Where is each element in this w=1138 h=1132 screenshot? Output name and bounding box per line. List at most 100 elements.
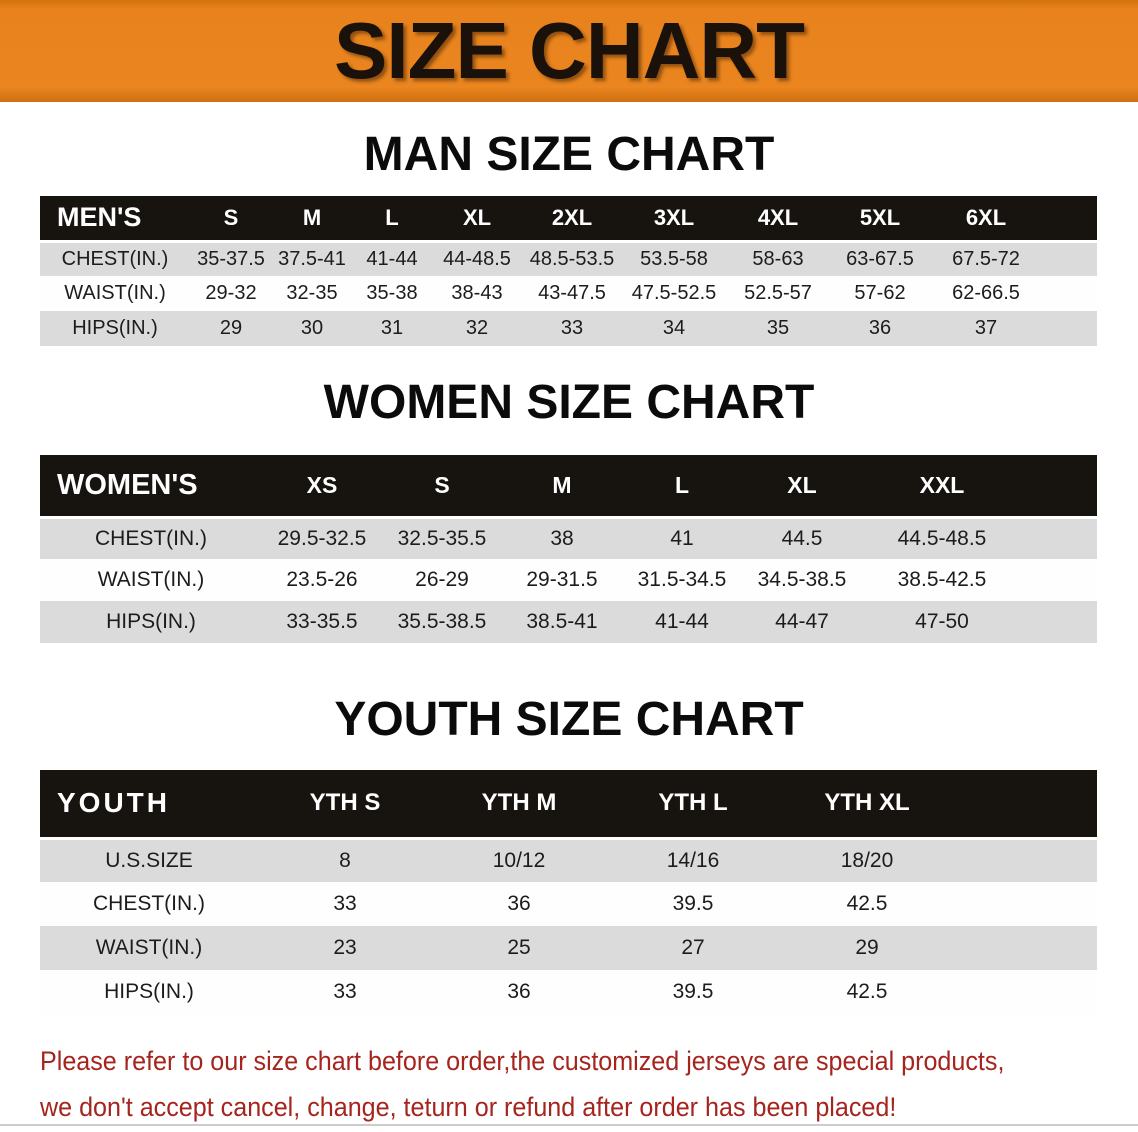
column-header: WOMEN'S	[40, 455, 262, 519]
youth-ussize-row: U.S.SIZE 8 10/12 14/16 18/20	[40, 838, 1097, 882]
table-cell: 48.5-53.5	[522, 241, 622, 276]
table-cell: 30	[272, 311, 352, 346]
table-cell: 29	[190, 311, 272, 346]
table-cell: 42.5	[780, 970, 954, 1014]
column-header: 2XL	[522, 196, 622, 243]
table-cell: 34	[622, 311, 726, 346]
table-cell: 44.5	[742, 517, 862, 559]
column-header: XS	[262, 455, 382, 519]
column-header: MEN'S	[40, 196, 190, 243]
column-header: YTH XL	[780, 770, 954, 840]
table-cell: 29-32	[190, 276, 272, 311]
table-cell: 33	[522, 311, 622, 346]
table-cell: 29-31.5	[502, 559, 622, 601]
youth-chest-row: CHEST(IN.) 33 36 39.5 42.5	[40, 882, 1097, 926]
row-label: HIPS(IN.)	[40, 970, 258, 1014]
column-header: XL	[432, 196, 522, 243]
table-cell: 10/12	[432, 838, 606, 882]
men-size-table: MEN'S S M L XL 2XL 3XL 4XL 5XL 6XL CHEST…	[40, 196, 1097, 346]
table-cell: 53.5-58	[622, 241, 726, 276]
men-hips-row: HIPS(IN.) 29 30 31 32 33 34 35 36 37	[40, 311, 1097, 346]
column-header-empty	[954, 770, 1097, 840]
table-cell: 67.5-72	[930, 241, 1042, 276]
table-cell: 52.5-57	[726, 276, 830, 311]
table-cell: 62-66.5	[930, 276, 1042, 311]
table-cell-empty	[1042, 276, 1097, 311]
size-chart-banner: SIZE CHART	[0, 0, 1138, 102]
women-waist-row: WAIST(IN.) 23.5-26 26-29 29-31.5 31.5-34…	[40, 559, 1097, 601]
table-cell: 32.5-35.5	[382, 517, 502, 559]
table-cell: 26-29	[382, 559, 502, 601]
table-cell: 36	[432, 882, 606, 926]
table-cell-empty	[1042, 241, 1097, 276]
table-cell: 34.5-38.5	[742, 559, 862, 601]
men-header-row: MEN'S S M L XL 2XL 3XL 4XL 5XL 6XL	[40, 196, 1097, 243]
bottom-divider	[0, 1124, 1138, 1126]
column-header: YOUTH	[40, 770, 258, 840]
table-cell: 63-67.5	[830, 241, 930, 276]
table-cell: 41	[622, 517, 742, 559]
table-cell: 18/20	[780, 838, 954, 882]
table-cell: 37.5-41	[272, 241, 352, 276]
column-header: YTH S	[258, 770, 432, 840]
row-label: WAIST(IN.)	[40, 276, 190, 311]
order-notice: Please refer to our size chart before or…	[40, 1038, 1138, 1130]
table-cell: 31	[352, 311, 432, 346]
women-header-row: WOMEN'S XS S M L XL XXL	[40, 455, 1097, 519]
youth-header-row: YOUTH YTH S YTH M YTH L YTH XL	[40, 770, 1097, 840]
table-cell: 36	[830, 311, 930, 346]
column-header: 5XL	[830, 196, 930, 243]
table-cell: 39.5	[606, 970, 780, 1014]
table-cell: 23	[258, 926, 432, 970]
table-cell-empty	[954, 882, 1097, 926]
table-cell: 27	[606, 926, 780, 970]
column-header-empty	[1042, 196, 1097, 243]
table-cell: 29	[780, 926, 954, 970]
youth-section-heading: YOUTH SIZE CHART	[334, 693, 804, 746]
row-label: HIPS(IN.)	[40, 311, 190, 346]
column-header: YTH M	[432, 770, 606, 840]
table-cell-empty	[954, 838, 1097, 882]
table-cell: 33	[258, 882, 432, 926]
women-chest-row: CHEST(IN.) 29.5-32.5 32.5-35.5 38 41 44.…	[40, 517, 1097, 559]
table-cell: 43-47.5	[522, 276, 622, 311]
table-cell: 42.5	[780, 882, 954, 926]
table-cell-empty	[1022, 559, 1097, 601]
column-header: 3XL	[622, 196, 726, 243]
table-cell: 29.5-32.5	[262, 517, 382, 559]
notice-line-1: Please refer to our size chart before or…	[40, 1046, 1005, 1076]
table-cell: 37	[930, 311, 1042, 346]
table-cell: 47-50	[862, 601, 1022, 643]
table-cell: 23.5-26	[262, 559, 382, 601]
table-cell: 35-38	[352, 276, 432, 311]
women-hips-row: HIPS(IN.) 33-35.5 35.5-38.5 38.5-41 41-4…	[40, 601, 1097, 643]
table-cell: 8	[258, 838, 432, 882]
table-cell: 32-35	[272, 276, 352, 311]
men-waist-row: WAIST(IN.) 29-32 32-35 35-38 38-43 43-47…	[40, 276, 1097, 311]
table-cell-empty	[1022, 517, 1097, 559]
table-cell: 57-62	[830, 276, 930, 311]
table-cell-empty	[1022, 601, 1097, 643]
women-section-heading: WOMEN SIZE CHART	[323, 376, 815, 429]
table-cell: 31.5-34.5	[622, 559, 742, 601]
column-header: M	[272, 196, 352, 243]
column-header: S	[190, 196, 272, 243]
table-cell: 38-43	[432, 276, 522, 311]
men-chest-row: CHEST(IN.) 35-37.5 37.5-41 41-44 44-48.5…	[40, 241, 1097, 276]
table-cell: 44-47	[742, 601, 862, 643]
table-cell: 41-44	[352, 241, 432, 276]
youth-size-table: YOUTH YTH S YTH M YTH L YTH XL U.S.SIZE …	[40, 770, 1097, 1014]
column-header: YTH L	[606, 770, 780, 840]
table-cell: 44.5-48.5	[862, 517, 1022, 559]
column-header: S	[382, 455, 502, 519]
column-header: L	[352, 196, 432, 243]
table-cell: 35-37.5	[190, 241, 272, 276]
row-label: WAIST(IN.)	[40, 926, 258, 970]
table-cell: 47.5-52.5	[622, 276, 726, 311]
row-label: CHEST(IN.)	[40, 241, 190, 276]
table-cell: 32	[432, 311, 522, 346]
table-cell-empty	[954, 926, 1097, 970]
youth-hips-row: HIPS(IN.) 33 36 39.5 42.5	[40, 970, 1097, 1014]
youth-waist-row: WAIST(IN.) 23 25 27 29	[40, 926, 1097, 970]
column-header: XL	[742, 455, 862, 519]
